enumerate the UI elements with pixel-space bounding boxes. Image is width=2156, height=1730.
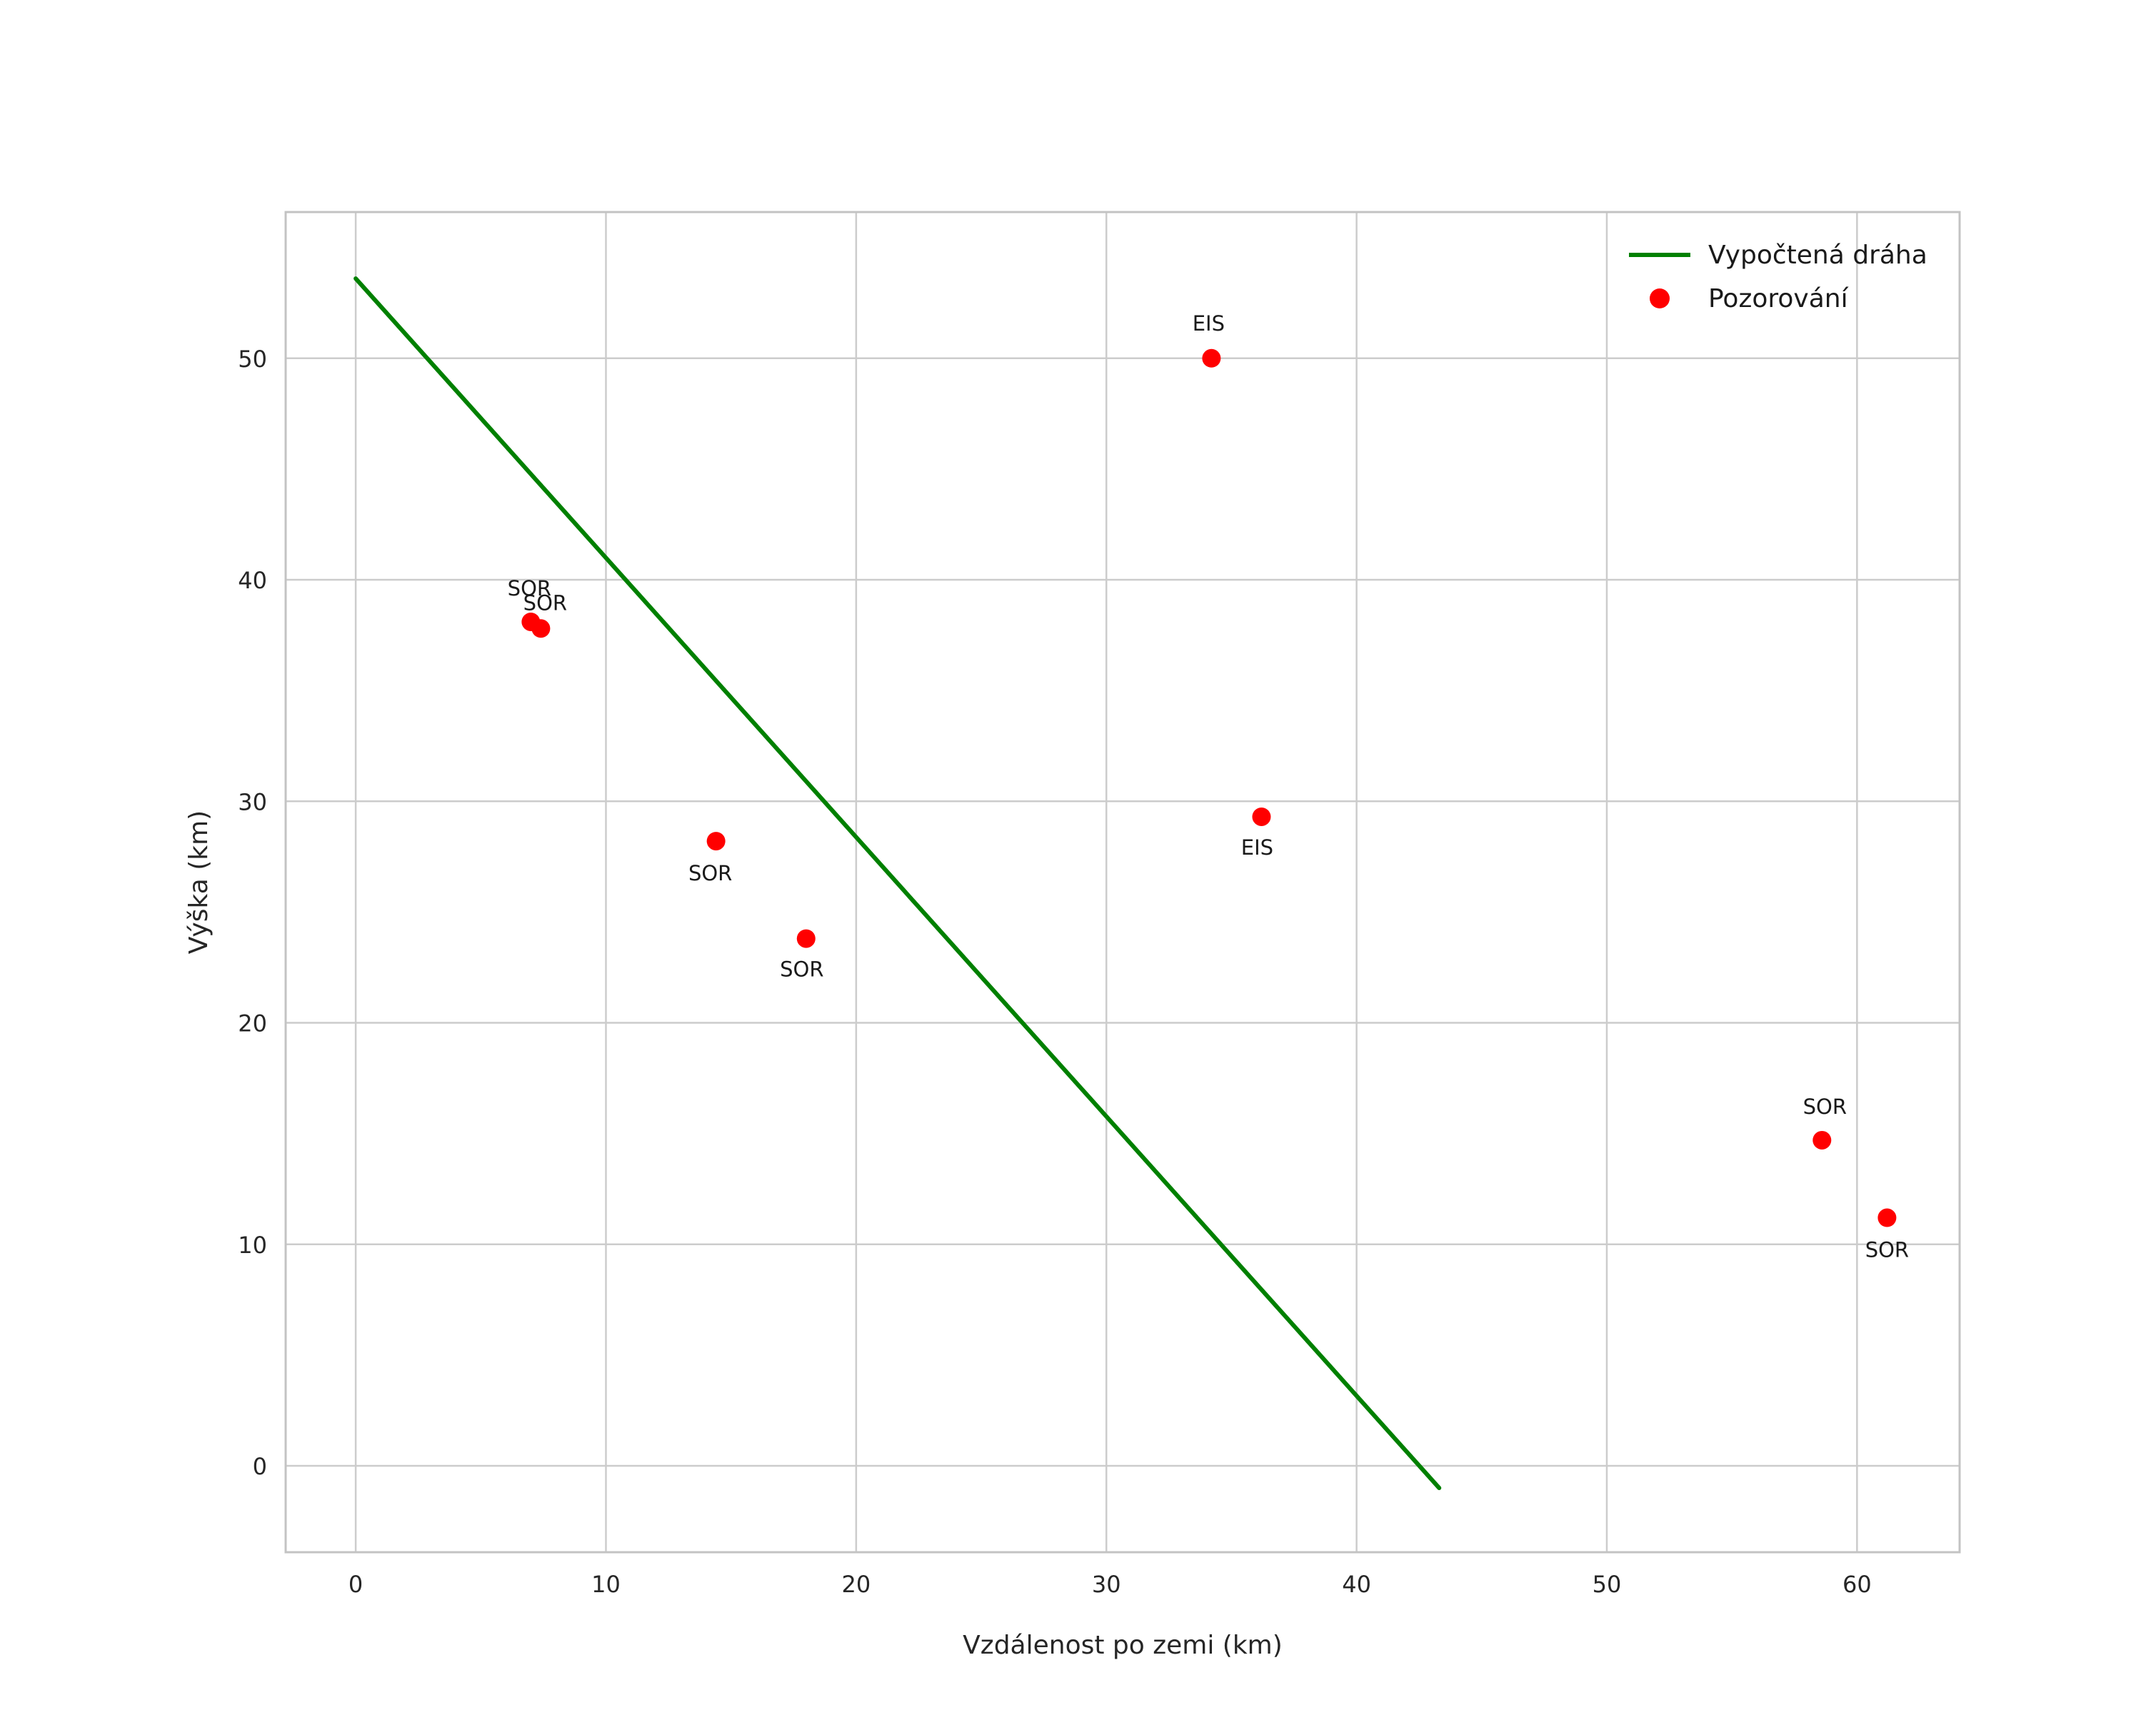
point-label: SOR <box>523 590 567 615</box>
point-label: SOR <box>1803 1095 1847 1119</box>
legend-point-swatch <box>1650 288 1670 308</box>
x-tick-label: 40 <box>1342 1571 1371 1598</box>
point-label: SOR <box>1865 1238 1909 1262</box>
y-axis-label: Výška (km) <box>184 810 214 954</box>
observation-point <box>1202 348 1221 368</box>
trajectory-line <box>354 276 1442 1491</box>
x-tick-label: 50 <box>1593 1571 1622 1598</box>
y-tick-label: 0 <box>253 1453 267 1480</box>
y-tick-label: 50 <box>238 346 267 373</box>
x-tick-label: 30 <box>1092 1571 1121 1598</box>
point-label: EIS <box>1241 835 1273 860</box>
observation-point <box>796 929 816 948</box>
point-label: SOR <box>508 576 551 600</box>
point-label: SOR <box>688 861 732 885</box>
x-tick-label: 0 <box>349 1571 363 1598</box>
legend-label: Pozorování <box>1708 284 1849 313</box>
point-label: SOR <box>780 957 823 982</box>
observation-point <box>1252 807 1271 826</box>
y-tick-label: 40 <box>238 567 267 594</box>
point-label: EIS <box>1193 311 1225 336</box>
observation-point <box>531 619 551 638</box>
y-tick-label: 10 <box>238 1232 267 1259</box>
legend-label: Vypočtená dráha <box>1708 241 1927 270</box>
observation-point <box>1877 1208 1897 1227</box>
x-axis-label: Vzdálenost po zemi (km) <box>963 1631 1283 1660</box>
y-tick-label: 20 <box>238 1010 267 1037</box>
x-tick-label: 60 <box>1842 1571 1872 1598</box>
x-tick-label: 10 <box>591 1571 621 1598</box>
x-tick-label: 20 <box>841 1571 871 1598</box>
plot-border <box>284 211 1961 1554</box>
y-tick-label: 30 <box>238 788 267 815</box>
observation-point <box>1812 1130 1832 1150</box>
observation-point <box>706 832 726 851</box>
